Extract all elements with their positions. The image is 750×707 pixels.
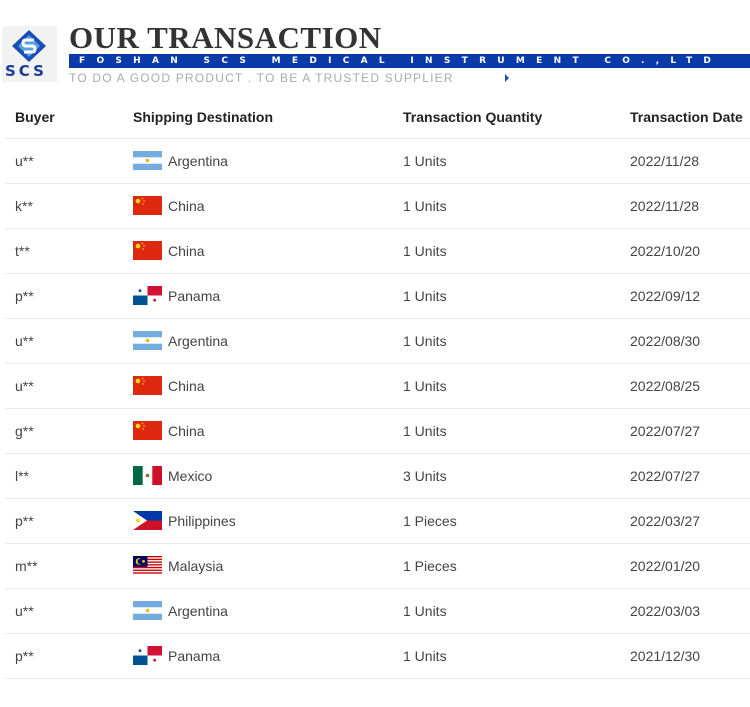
destination-cell: Panama	[133, 274, 220, 318]
table-row: u** China 1 Units 2022/08/25	[5, 364, 750, 409]
date-cell: 2022/03/27	[630, 513, 701, 529]
arrow-right-icon[interactable]	[505, 74, 509, 82]
date-cell: 2022/08/25	[630, 378, 701, 394]
destination-cell: Mexico	[133, 454, 212, 498]
argentina-flag-icon	[133, 601, 162, 621]
destination-cell: China	[133, 184, 205, 228]
buyer-cell: m**	[15, 558, 38, 574]
destination-cell: Argentina	[133, 139, 228, 183]
table-row: t** China 1 Units 2022/10/20	[5, 229, 750, 274]
buyer-cell: u**	[15, 333, 34, 349]
destination-cell: China	[133, 229, 205, 273]
destination-cell: China	[133, 409, 205, 453]
quantity-cell: 1 Units	[403, 648, 447, 664]
buyer-cell: p**	[15, 288, 34, 304]
quantity-cell: 1 Pieces	[403, 558, 457, 574]
quantity-cell: 1 Units	[403, 153, 447, 169]
quantity-cell: 1 Units	[403, 423, 447, 439]
panama-flag-icon	[133, 646, 162, 666]
table-row: u** Argentina 1 Units 2022/08/30	[5, 319, 750, 364]
destination-cell: Philippines	[133, 499, 236, 543]
destination-cell: Argentina	[133, 589, 228, 633]
page-title: OUR TRANSACTION	[69, 20, 382, 55]
slogan: TO DO A GOOD PRODUCT . TO BE A TRUSTED S…	[69, 71, 454, 85]
buyer-cell: u**	[15, 153, 34, 169]
table-row: k** China 1 Units 2022/11/28	[5, 184, 750, 229]
table-row: l** Mexico 3 Units 2022/07/27	[5, 454, 750, 499]
date-cell: 2022/01/20	[630, 558, 701, 574]
buyer-cell: u**	[15, 378, 34, 394]
date-cell: 2022/03/03	[630, 603, 701, 619]
table-row: p** Panama 1 Units 2021/12/30	[5, 634, 750, 679]
mexico-flag-icon	[133, 466, 162, 486]
destination-name: China	[168, 243, 205, 259]
buyer-cell: k**	[15, 198, 33, 214]
column-header-buyer: Buyer	[15, 109, 55, 125]
quantity-cell: 1 Units	[403, 288, 447, 304]
transaction-table: Buyer Shipping Destination Transaction Q…	[5, 95, 750, 679]
destination-name: Argentina	[168, 603, 228, 619]
quantity-cell: 1 Units	[403, 603, 447, 619]
quantity-cell: 1 Units	[403, 198, 447, 214]
destination-name: Argentina	[168, 153, 228, 169]
destination-cell: Malaysia	[133, 544, 223, 588]
quantity-cell: 1 Units	[403, 243, 447, 259]
table-row: p** Philippines 1 Pieces 2022/03/27	[5, 499, 750, 544]
column-header-quantity: Transaction Quantity	[403, 109, 543, 125]
destination-name: China	[168, 198, 205, 214]
china-flag-icon	[133, 421, 162, 441]
logo-text: SCS	[5, 62, 47, 80]
destination-name: China	[168, 423, 205, 439]
destination-cell: Panama	[133, 634, 220, 678]
quantity-cell: 1 Pieces	[403, 513, 457, 529]
company-banner: FOSHAN SCS MEDICAL INSTRUMENT CO.,LTD	[69, 54, 750, 68]
buyer-cell: g**	[15, 423, 34, 439]
table-row: u** Argentina 1 Units 2022/03/03	[5, 589, 750, 634]
date-cell: 2022/09/12	[630, 288, 701, 304]
date-cell: 2022/07/27	[630, 423, 701, 439]
date-cell: 2022/10/20	[630, 243, 701, 259]
malaysia-flag-icon	[133, 556, 162, 576]
destination-name: Mexico	[168, 468, 213, 484]
philippines-flag-icon	[133, 511, 162, 531]
destination-cell: Argentina	[133, 319, 228, 363]
destination-name: Philippines	[168, 513, 236, 529]
quantity-cell: 1 Units	[403, 378, 447, 394]
quantity-cell: 1 Units	[403, 333, 447, 349]
table-row: g** China 1 Units 2022/07/27	[5, 409, 750, 454]
destination-name: China	[168, 378, 205, 394]
table-row: p** Panama 1 Units 2022/09/12	[5, 274, 750, 319]
date-cell: 2022/08/30	[630, 333, 701, 349]
scs-logo: SCS	[2, 26, 57, 82]
date-cell: 2021/12/30	[630, 648, 701, 664]
buyer-cell: p**	[15, 648, 34, 664]
buyer-cell: t**	[15, 243, 30, 259]
column-header-destination: Shipping Destination	[133, 109, 273, 125]
china-flag-icon	[133, 196, 162, 216]
buyer-cell: l**	[15, 468, 30, 484]
destination-name: Malaysia	[168, 558, 224, 574]
destination-name: Panama	[168, 648, 221, 664]
buyer-cell: u**	[15, 603, 34, 619]
date-cell: 2022/07/27	[630, 468, 701, 484]
quantity-cell: 3 Units	[403, 468, 447, 484]
buyer-cell: p**	[15, 513, 34, 529]
table-row: u** Argentina 1 Units 2022/11/28	[5, 139, 750, 184]
china-flag-icon	[133, 376, 162, 396]
destination-name: Argentina	[168, 333, 228, 349]
destination-name: Panama	[168, 288, 221, 304]
table-row: m** Malaysia 1 Pieces 2022/01/20	[5, 544, 750, 589]
column-header-date: Transaction Date	[630, 109, 743, 125]
argentina-flag-icon	[133, 331, 162, 351]
china-flag-icon	[133, 241, 162, 261]
table-header: Buyer Shipping Destination Transaction Q…	[5, 95, 750, 139]
destination-cell: China	[133, 364, 205, 408]
date-cell: 2022/11/28	[630, 198, 700, 214]
argentina-flag-icon	[133, 151, 162, 171]
panama-flag-icon	[133, 286, 162, 306]
date-cell: 2022/11/28	[630, 153, 700, 169]
logo-diamond-icon	[12, 30, 46, 62]
